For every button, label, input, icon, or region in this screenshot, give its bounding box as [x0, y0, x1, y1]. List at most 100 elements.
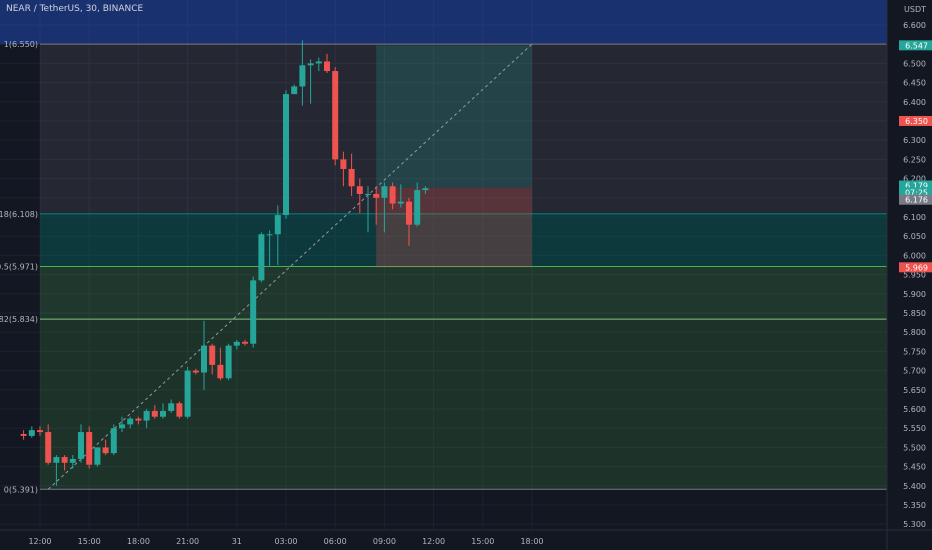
- time-tick-label: 31: [232, 537, 242, 546]
- candle-body: [217, 364, 224, 379]
- candle-body: [176, 403, 183, 417]
- candle-body: [414, 190, 421, 225]
- time-tick-label: 12:00: [28, 537, 51, 546]
- price-tick-label: 6.050: [903, 232, 926, 241]
- fib-zone: [40, 266, 887, 320]
- candle-body: [119, 424, 125, 429]
- candle-body: [373, 193, 380, 198]
- price-tick-label: 5.750: [903, 347, 926, 356]
- candle-body: [274, 215, 281, 235]
- candle-body: [250, 280, 257, 344]
- candle-body: [283, 94, 289, 216]
- candle-body: [78, 432, 84, 459]
- price-tick-label: 5.800: [903, 328, 926, 337]
- price-tick-label: 5.700: [903, 367, 926, 376]
- price-tick-label: 6.600: [903, 21, 926, 30]
- candle-body: [233, 341, 240, 346]
- candle-body: [365, 193, 371, 195]
- fib-level-label: 1(6.550): [4, 40, 38, 49]
- candle-body: [143, 410, 150, 421]
- price-tick-label: 5.650: [903, 386, 926, 395]
- candle-body: [225, 345, 232, 379]
- price-tick-label: 5.950: [903, 271, 926, 280]
- fib-level-label: 0.618(6.108): [0, 210, 38, 219]
- candle-body: [53, 457, 60, 463]
- price-tick-label: 5.500: [903, 443, 926, 452]
- candle-body: [61, 457, 68, 463]
- price-badge: [899, 262, 932, 273]
- position-target-zone: [376, 45, 532, 188]
- price-badge-label: 6.350: [905, 117, 928, 126]
- price-tick-label: 5.300: [903, 520, 926, 529]
- currency-label: USDT: [904, 5, 926, 14]
- time-tick-label: 18:00: [127, 537, 150, 546]
- candle-body: [406, 201, 412, 225]
- price-tick-label: 5.550: [903, 424, 926, 433]
- time-tick-label: 15:00: [471, 537, 494, 546]
- price-tick-label: 5.850: [903, 309, 926, 318]
- price-tick-label: 5.600: [903, 405, 926, 414]
- price-tick-label: 6.500: [903, 59, 926, 68]
- candle-body: [324, 61, 330, 72]
- candle-body: [422, 188, 429, 191]
- candle-body: [28, 430, 35, 436]
- price-tick-label: 5.900: [903, 290, 926, 299]
- candle-body: [69, 458, 76, 463]
- price-badge-label: 6.176: [905, 196, 928, 205]
- candle-body: [242, 341, 248, 344]
- price-badge-label: 07:25: [905, 188, 928, 197]
- candle-body: [307, 63, 314, 66]
- fib-zone: [40, 44, 887, 214]
- price-badge-label: 6.547: [905, 41, 928, 50]
- price-tick-label: 5.450: [903, 463, 926, 472]
- candle-body: [192, 370, 199, 373]
- price-tick-label: 6.400: [903, 98, 926, 107]
- fib-zone: [40, 319, 887, 490]
- candle-body: [389, 186, 396, 204]
- fib-level-label: 0.382(5.834): [0, 315, 38, 324]
- candle-body: [340, 159, 347, 169]
- candle-body: [94, 447, 101, 465]
- price-tick-label: 5.400: [903, 482, 926, 491]
- candle-body: [356, 186, 363, 194]
- candle-body: [397, 201, 404, 204]
- price-badge: [899, 194, 932, 205]
- fib-zone-top: [0, 0, 887, 45]
- candle-body: [332, 71, 339, 160]
- fib-zone: [40, 213, 887, 267]
- candle-body: [127, 418, 134, 425]
- price-tick-label: 6.250: [903, 155, 926, 164]
- fib-level-label: 0.5(5.971): [0, 263, 38, 272]
- time-tick-label: 15:00: [78, 537, 101, 546]
- candle-body: [184, 370, 191, 417]
- price-badge: [899, 180, 932, 191]
- candle-body: [86, 432, 93, 465]
- candle-body: [209, 345, 216, 365]
- position-stop-zone: [376, 187, 532, 268]
- price-badge: [899, 187, 932, 198]
- price-tick-label: 6.300: [903, 136, 926, 145]
- candle-body: [151, 410, 158, 417]
- price-tick-label: 6.200: [903, 175, 926, 184]
- candle-body: [258, 234, 265, 281]
- candle-body: [168, 403, 175, 411]
- candle-body: [381, 186, 388, 198]
- candle-body: [299, 65, 306, 87]
- candle-body: [110, 428, 117, 454]
- time-tick-label: 09:00: [373, 537, 396, 546]
- candle-body: [160, 410, 166, 417]
- candle-body: [102, 447, 109, 454]
- price-tick-label: 6.100: [903, 213, 926, 222]
- candle-body: [37, 430, 43, 433]
- price-badge-label: 6.179: [905, 182, 928, 191]
- price-tick-label: 6.000: [903, 251, 926, 260]
- price-tick-label: 6.450: [903, 79, 926, 88]
- candle-body: [315, 61, 322, 64]
- time-tick-label: 18:00: [520, 537, 543, 546]
- price-tick-label: 5.350: [903, 501, 926, 510]
- time-tick-label: 12:00: [422, 537, 445, 546]
- price-badge: [899, 40, 932, 51]
- candle-body: [291, 86, 298, 95]
- fib-level-label: 0(5.391): [4, 485, 38, 494]
